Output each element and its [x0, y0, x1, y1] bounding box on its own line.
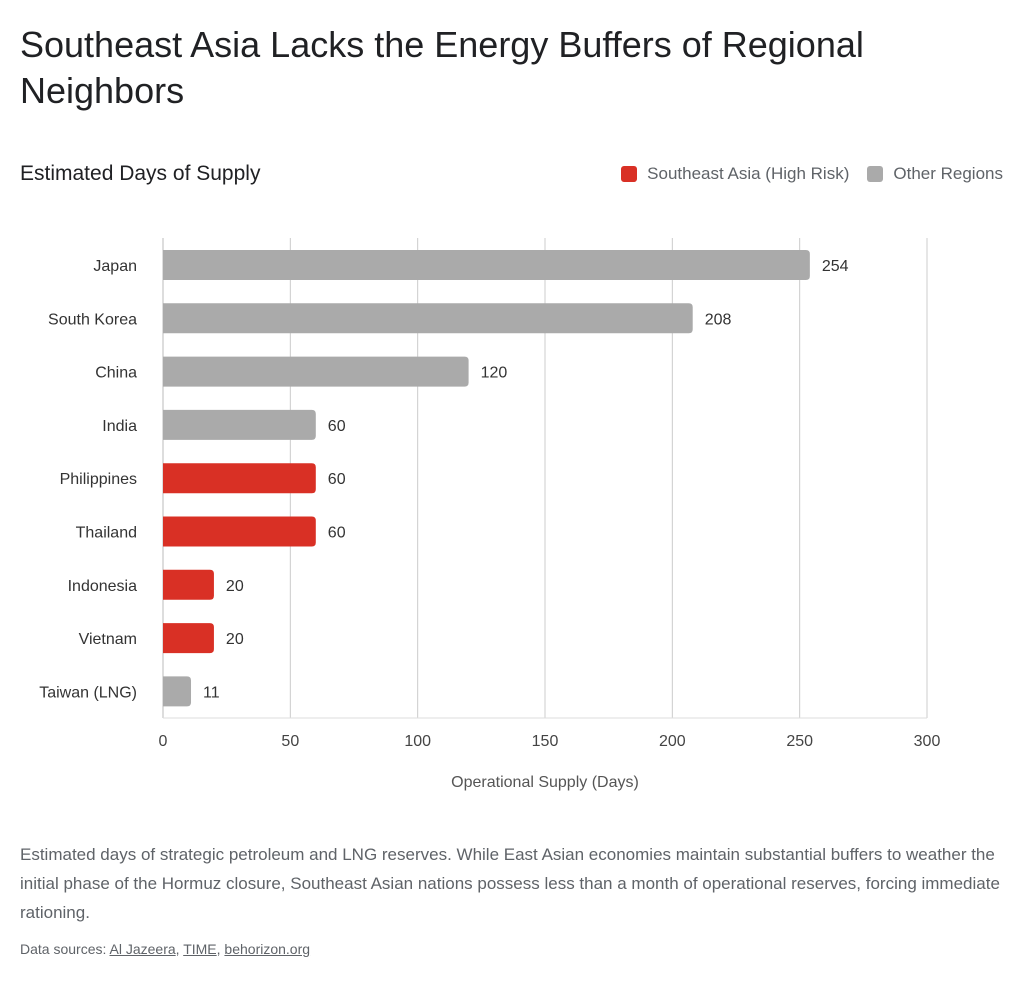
data-label: 20 — [226, 631, 244, 648]
x-tick-label: 250 — [786, 733, 813, 750]
source-link-behorizon[interactable]: behorizon.org — [224, 941, 311, 957]
source-link-time[interactable]: TIME — [183, 941, 217, 957]
y-category-label: Indonesia — [68, 578, 137, 595]
legend-item-other-regions: Other Regions — [867, 164, 1003, 184]
y-category-label: Thailand — [76, 525, 137, 542]
data-label: 120 — [481, 365, 508, 382]
y-category-label: Taiwan (LNG) — [39, 684, 137, 701]
bar-philippines — [163, 463, 316, 494]
legend-swatch-red — [621, 166, 638, 182]
x-tick-label: 50 — [281, 733, 299, 750]
data-label: 60 — [328, 525, 346, 542]
y-category-label: Vietnam — [79, 631, 137, 648]
chart-title: Southeast Asia Lacks the Energy Buffers … — [20, 24, 864, 111]
bar-vietnam — [163, 623, 214, 654]
source-link-al-jazeera[interactable]: Al Jazeera — [109, 941, 176, 957]
chart-subtitle: Estimated Days of Supply — [20, 162, 261, 185]
x-axis-title: Operational Supply (Days) — [451, 774, 639, 791]
y-category-label: Japan — [93, 258, 137, 275]
legend-label: Other Regions — [893, 164, 1003, 183]
y-category-label: China — [95, 365, 137, 382]
x-tick-label: 150 — [532, 733, 559, 750]
legend-item-southeast-asia: Southeast Asia (High Risk) — [621, 164, 849, 184]
data-label: 208 — [705, 311, 732, 328]
sources-label: Data sources: — [20, 941, 107, 957]
caption: Estimated days of strategic petroleum an… — [20, 845, 1000, 922]
bar-thailand — [163, 516, 316, 547]
data-sources: Data sources: Al Jazeera, TIME, behorizo… — [20, 941, 311, 957]
y-category-label: South Korea — [48, 311, 137, 328]
x-tick-label: 300 — [914, 733, 941, 750]
y-category-label: India — [102, 418, 137, 435]
bar-indonesia — [163, 569, 214, 600]
bar-india — [163, 409, 316, 440]
x-tick-label: 200 — [659, 733, 686, 750]
x-tick-label: 0 — [159, 733, 168, 750]
y-category-label: Philippines — [60, 471, 137, 488]
legend-swatch-gray — [867, 166, 884, 182]
data-label: 20 — [226, 578, 244, 595]
data-label: 254 — [822, 258, 849, 275]
data-label: 11 — [203, 684, 220, 701]
data-label: 60 — [328, 471, 346, 488]
bar-taiwan-lng- — [163, 676, 192, 707]
bar-south-korea — [163, 303, 693, 334]
legend: Southeast Asia (High Risk) Other Regions — [611, 164, 1003, 184]
x-tick-label: 100 — [404, 733, 431, 750]
bar-japan — [163, 250, 810, 280]
bar-chart: 0 50 100 150 200 250 300 Japan 254 South Korea 208… — [39, 238, 941, 791]
data-label: 60 — [328, 418, 346, 435]
bar-china — [163, 356, 469, 387]
legend-label: Southeast Asia (High Risk) — [647, 164, 850, 183]
